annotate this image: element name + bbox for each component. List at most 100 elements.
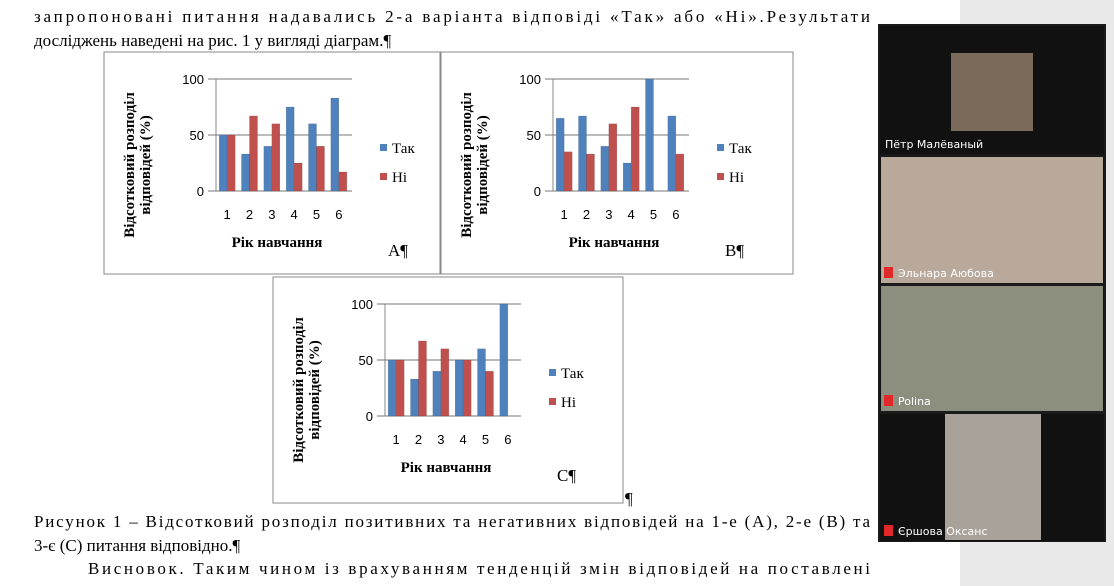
x-tick-label: 5 bbox=[650, 207, 657, 222]
paragraph-line: досліджень наведені на рис. 1 у вигляді … bbox=[34, 31, 391, 50]
bar bbox=[418, 340, 427, 417]
bar bbox=[316, 145, 325, 192]
y-axis-label-line: Відсотковий розподіл bbox=[291, 317, 307, 463]
bar bbox=[440, 348, 450, 417]
x-tick-label: 1 bbox=[393, 432, 400, 447]
x-tick-label: 2 bbox=[415, 432, 422, 447]
y-axis-label: Відсотковий розподілвідповідей (%) bbox=[459, 92, 491, 238]
x-tick-label: 6 bbox=[504, 432, 511, 447]
bar bbox=[499, 303, 509, 417]
bar bbox=[622, 162, 632, 192]
participant-name: Пётр Малёваный bbox=[885, 138, 983, 151]
bar bbox=[454, 359, 464, 417]
bar bbox=[630, 106, 640, 192]
bar bbox=[667, 115, 677, 192]
x-tick-label: 4 bbox=[628, 207, 635, 222]
x-axis-label: Рік навчання bbox=[569, 235, 660, 251]
y-tick-label: 0 bbox=[534, 184, 541, 199]
participant-video bbox=[881, 286, 1103, 411]
bar bbox=[477, 348, 486, 417]
panel-label: А¶ bbox=[388, 241, 408, 260]
legend-label: Так bbox=[729, 141, 752, 157]
bar bbox=[338, 171, 348, 192]
legend-label: Так bbox=[561, 366, 584, 382]
bar bbox=[263, 145, 273, 192]
participant-video bbox=[951, 53, 1033, 131]
bar bbox=[563, 151, 573, 192]
participant-name: Єршова Оксанс bbox=[898, 525, 988, 538]
panel-label: С¶ bbox=[557, 466, 576, 485]
bar bbox=[485, 370, 494, 417]
x-tick-label: 5 bbox=[482, 432, 489, 447]
legend-swatch bbox=[549, 369, 556, 376]
bar bbox=[387, 359, 397, 417]
bar bbox=[608, 123, 618, 192]
bar bbox=[218, 134, 228, 192]
y-axis-label-line: Відсотковий розподіл bbox=[122, 92, 138, 238]
muted-icon bbox=[884, 267, 893, 278]
x-axis-label: Рік навчання bbox=[232, 235, 323, 251]
paragraph-line: 3-є (С) питання відповідно.¶ bbox=[34, 536, 241, 555]
bar bbox=[226, 134, 236, 192]
bar bbox=[675, 153, 685, 192]
legend-label: Ні bbox=[729, 170, 744, 186]
x-tick-label: 1 bbox=[561, 207, 568, 222]
y-tick-label: 0 bbox=[366, 409, 373, 424]
x-tick-label: 2 bbox=[246, 207, 253, 222]
y-tick-label: 100 bbox=[182, 72, 204, 87]
participant-video bbox=[881, 157, 1103, 283]
muted-icon bbox=[884, 395, 893, 406]
paragraph-line: Висновок. Таким чином із врахуванням тен… bbox=[88, 559, 870, 578]
legend-label: Ні bbox=[561, 395, 576, 411]
legend-swatch bbox=[549, 398, 556, 405]
chart-frame bbox=[440, 51, 794, 275]
x-tick-label: 5 bbox=[313, 207, 320, 222]
x-tick-label: 2 bbox=[583, 207, 590, 222]
legend-swatch bbox=[380, 173, 387, 180]
y-axis-label-line: відповідей (%) bbox=[307, 340, 323, 440]
y-tick-label: 50 bbox=[359, 353, 373, 368]
x-tick-label: 3 bbox=[437, 432, 444, 447]
y-tick-label: 50 bbox=[190, 128, 204, 143]
bar bbox=[410, 378, 419, 417]
end-mark: ¶ bbox=[625, 489, 633, 508]
legend-swatch bbox=[717, 173, 724, 180]
y-tick-label: 50 bbox=[527, 128, 541, 143]
x-tick-label: 6 bbox=[335, 207, 342, 222]
legend-swatch bbox=[380, 144, 387, 151]
x-axis-label: Рік навчання bbox=[401, 460, 492, 476]
bar bbox=[395, 359, 405, 417]
bar bbox=[308, 123, 317, 192]
muted-icon bbox=[884, 525, 893, 536]
bar bbox=[462, 359, 472, 417]
bar bbox=[586, 153, 595, 192]
bar bbox=[578, 115, 587, 192]
participant-video bbox=[945, 414, 1041, 540]
bar bbox=[241, 153, 250, 192]
panel-label: В¶ bbox=[725, 241, 744, 260]
x-tick-label: 1 bbox=[224, 207, 231, 222]
bar bbox=[555, 117, 565, 192]
y-tick-label: 100 bbox=[351, 297, 373, 312]
x-tick-label: 4 bbox=[291, 207, 298, 222]
bar bbox=[285, 106, 295, 192]
y-axis-label-line: відповідей (%) bbox=[475, 115, 491, 215]
participant-name: Polina bbox=[898, 395, 931, 408]
y-tick-label: 0 bbox=[197, 184, 204, 199]
bar bbox=[330, 97, 340, 192]
y-axis-label-line: Відсотковий розподіл bbox=[459, 92, 475, 238]
y-axis-label-line: відповідей (%) bbox=[138, 115, 154, 215]
participant-name: Эльнара Аюбова bbox=[898, 267, 994, 280]
bar bbox=[600, 145, 610, 192]
bar bbox=[293, 162, 303, 192]
legend-label: Ні bbox=[392, 170, 407, 186]
y-axis-label: Відсотковий розподілвідповідей (%) bbox=[291, 317, 323, 463]
y-axis-label: Відсотковий розподілвідповідей (%) bbox=[122, 92, 154, 238]
bar bbox=[645, 78, 654, 192]
x-tick-label: 4 bbox=[460, 432, 467, 447]
legend-swatch bbox=[717, 144, 724, 151]
legend-label: Так bbox=[392, 141, 415, 157]
x-tick-label: 3 bbox=[605, 207, 612, 222]
x-tick-label: 6 bbox=[672, 207, 679, 222]
